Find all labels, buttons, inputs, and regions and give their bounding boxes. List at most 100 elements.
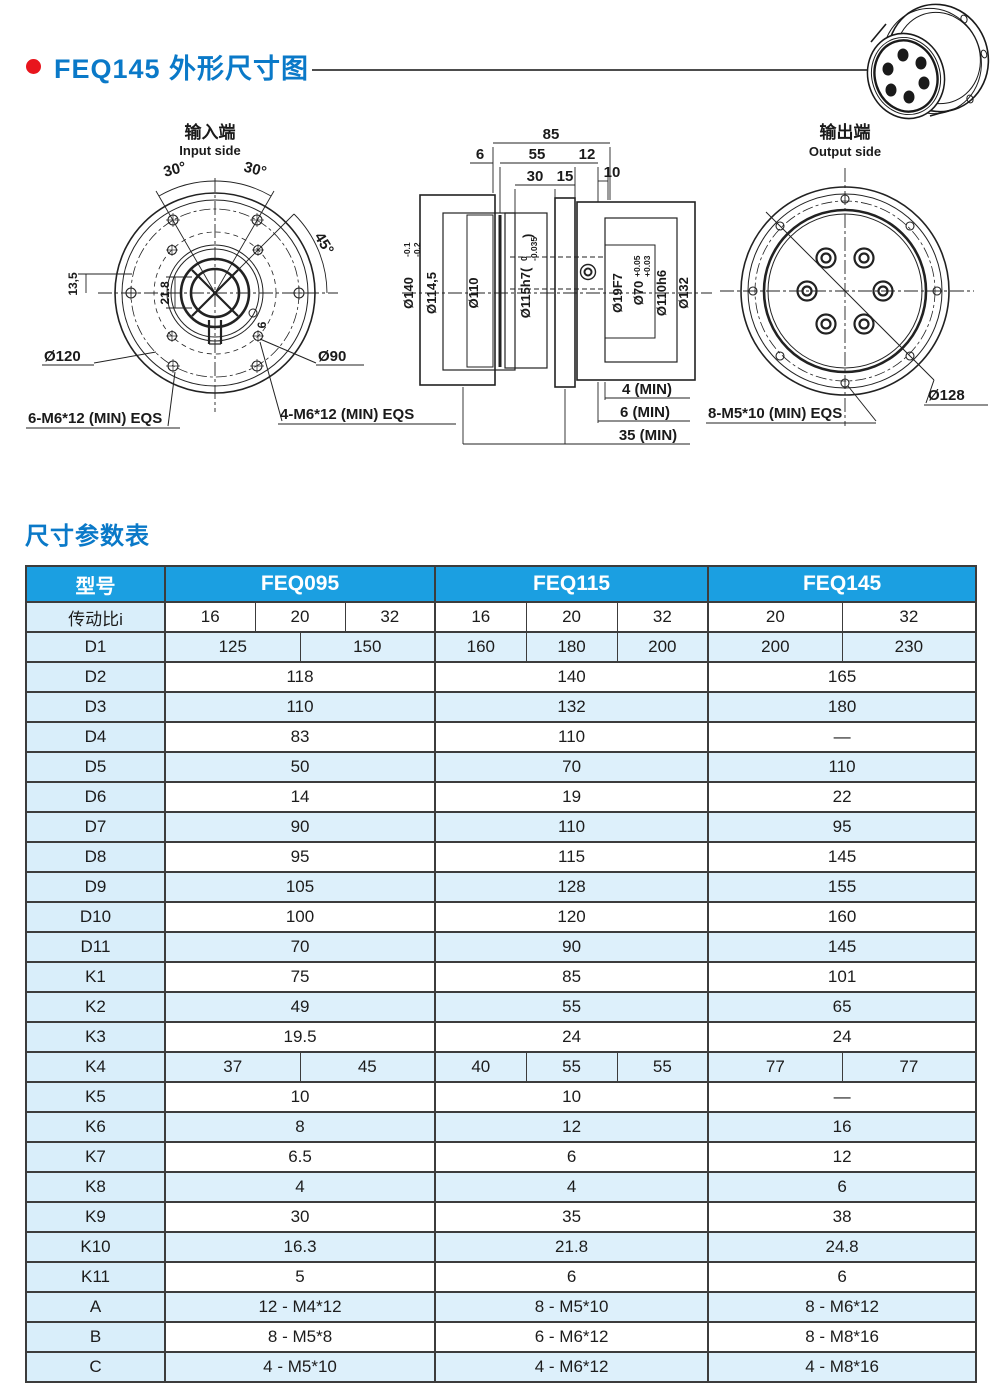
row-label: D2 (25, 661, 166, 693)
row-label: K6 (25, 1111, 166, 1143)
table-cell: 22 (707, 781, 977, 813)
section-dia-140-label: Ø140 -0.1 -0.2 (401, 242, 422, 309)
table-cell: 24 (434, 1021, 709, 1053)
table-cell: 50 (163, 751, 436, 783)
section-dim-12: 12 (579, 146, 596, 163)
table-cell: 160 (707, 901, 977, 933)
svg-text:Ø115h7(: Ø115h7( (518, 267, 533, 318)
svg-text:Ø70: Ø70 (631, 281, 646, 306)
table-cell: 120 (434, 901, 709, 933)
dimension-table: 型号 FEQ095 FEQ115 FEQ145 传动比i 16 20 32 16 20 32 20 3… (25, 565, 978, 1383)
section-dia-110-label: Ø110 (466, 277, 481, 308)
table-cell: 8 (163, 1111, 436, 1143)
table-cell: 49 (163, 991, 436, 1023)
svg-text:Ø114,5: Ø114,5 (424, 272, 439, 314)
table-cell: 115 (434, 841, 709, 873)
table-cell: 70 (163, 931, 436, 963)
table-cell: 4 (434, 1171, 709, 1203)
svg-text:Ø110h6: Ø110h6 (654, 270, 669, 316)
input-dim-21-8 (166, 276, 192, 309)
table-cell: 65 (707, 991, 977, 1023)
output-side-title-cn: 输出端 (820, 122, 871, 142)
input-leader-lines (26, 338, 456, 429)
table-cell: 101 (707, 961, 977, 993)
col-header-feq145: FEQ145 (707, 565, 978, 603)
table-cell: 6.5 (163, 1141, 436, 1173)
table-cell: 145 (707, 841, 977, 873)
table-row: A 12 - M4*12 8 - M5*10 8 - M6*12 (25, 1291, 977, 1323)
section-dia-70-label: Ø70 +0.05 +0.03 (631, 255, 652, 305)
table-cell: 110 (163, 691, 436, 723)
table-cell: 55 (525, 1051, 618, 1083)
input-side-title-cn: 输入端 (185, 122, 236, 142)
row-label: K10 (25, 1231, 166, 1263)
col-header-feq115: FEQ115 (434, 565, 710, 603)
table-cell: 20 (707, 601, 843, 633)
table-cell: 37 (164, 1051, 301, 1083)
table-cell: 150 (299, 631, 436, 663)
section-dim-15: 15 (557, 168, 574, 185)
output-dia-128-label: Ø128 (928, 387, 965, 404)
table-cell: 8 - M6*12 (707, 1291, 977, 1323)
row-label: K11 (25, 1261, 166, 1293)
table-cell: 83 (163, 721, 436, 753)
product-body (866, 3, 990, 120)
table-cell: 16 (707, 1111, 977, 1143)
table-cell: 200 (707, 631, 843, 663)
section-dim-10: 10 (604, 164, 621, 181)
section-view-drawing: 85 6 55 12 10 30 15 Ø140 -0.1 -0.2 Ø114,… (401, 126, 712, 445)
table-row: K10 16.3 21.8 24.8 (25, 1231, 977, 1263)
input-side-drawing: 输入端 Input side (26, 122, 456, 429)
output-centerlines (720, 168, 974, 426)
section-min-35-label: 35 (MIN) (619, 427, 677, 444)
row-label: D1 (25, 631, 166, 663)
table-body: 传动比i 16 20 32 16 20 32 20 32 D1 125 150 160 180 200 200… (25, 601, 977, 1383)
table-cell: 128 (434, 871, 709, 903)
output-leader-lines (706, 211, 988, 424)
row-label: K2 (25, 991, 166, 1023)
row-label: D8 (25, 841, 166, 873)
table-row: D8 95 115 145 (25, 841, 977, 873)
table-row: D2 118 140 165 (25, 661, 977, 693)
section-dia-115-label: Ø115h7( 0 -0.035 ) (518, 234, 539, 319)
output-side-title-en: Output side (809, 144, 881, 159)
input-angle-marks (155, 180, 328, 294)
table-cell: 16 (164, 601, 256, 633)
table-cell: 45 (299, 1051, 436, 1083)
product-thumbnail-drawing (866, 3, 990, 120)
table-cell: 4 - M8*16 (707, 1351, 977, 1383)
table-cell: 20 (254, 601, 346, 633)
input-dia-90-label: Ø90 (318, 348, 346, 365)
table-head: 型号 FEQ095 FEQ115 FEQ145 (25, 565, 978, 603)
table-cell: 6 - M6*12 (434, 1321, 709, 1353)
row-label: 传动比i (25, 601, 166, 633)
input-angle-right-label: 30° (242, 159, 268, 181)
table-cell: 180 (707, 691, 977, 723)
svg-text:-0.035: -0.035 (529, 237, 539, 261)
table-cell: 40 (434, 1051, 527, 1083)
row-label: D3 (25, 691, 166, 723)
svg-text:): ) (520, 234, 535, 238)
table-cell: — (707, 1081, 977, 1113)
page-title: FEQ145 外形尺寸图 (54, 54, 310, 84)
input-angle-left-label: 30° (162, 159, 188, 181)
table-cell: 30 (163, 1201, 436, 1233)
row-label: D4 (25, 721, 166, 753)
table-row: K7 6.5 6 12 (25, 1141, 977, 1173)
table-cell: 140 (434, 661, 709, 693)
table-cell: 5 (163, 1261, 436, 1293)
section-dim-85: 85 (543, 126, 560, 143)
table-cell: 230 (841, 631, 977, 663)
row-label: D7 (25, 811, 166, 843)
table-cell: 200 (616, 631, 709, 663)
table-row: K9 30 35 38 (25, 1201, 977, 1233)
table-cell: 10 (434, 1081, 709, 1113)
input-outer-bolt-holes (124, 213, 306, 373)
table-cell: 100 (163, 901, 436, 933)
table-cell: 77 (707, 1051, 843, 1083)
table-cell: 14 (163, 781, 436, 813)
input-bolts-inner-label: 4-M6*12 (MIN) EQS (280, 406, 414, 423)
table-row: K11 5 6 6 (25, 1261, 977, 1293)
title-bar: FEQ145 外形尺寸图 (26, 47, 309, 86)
table-cell: 32 (344, 601, 436, 633)
